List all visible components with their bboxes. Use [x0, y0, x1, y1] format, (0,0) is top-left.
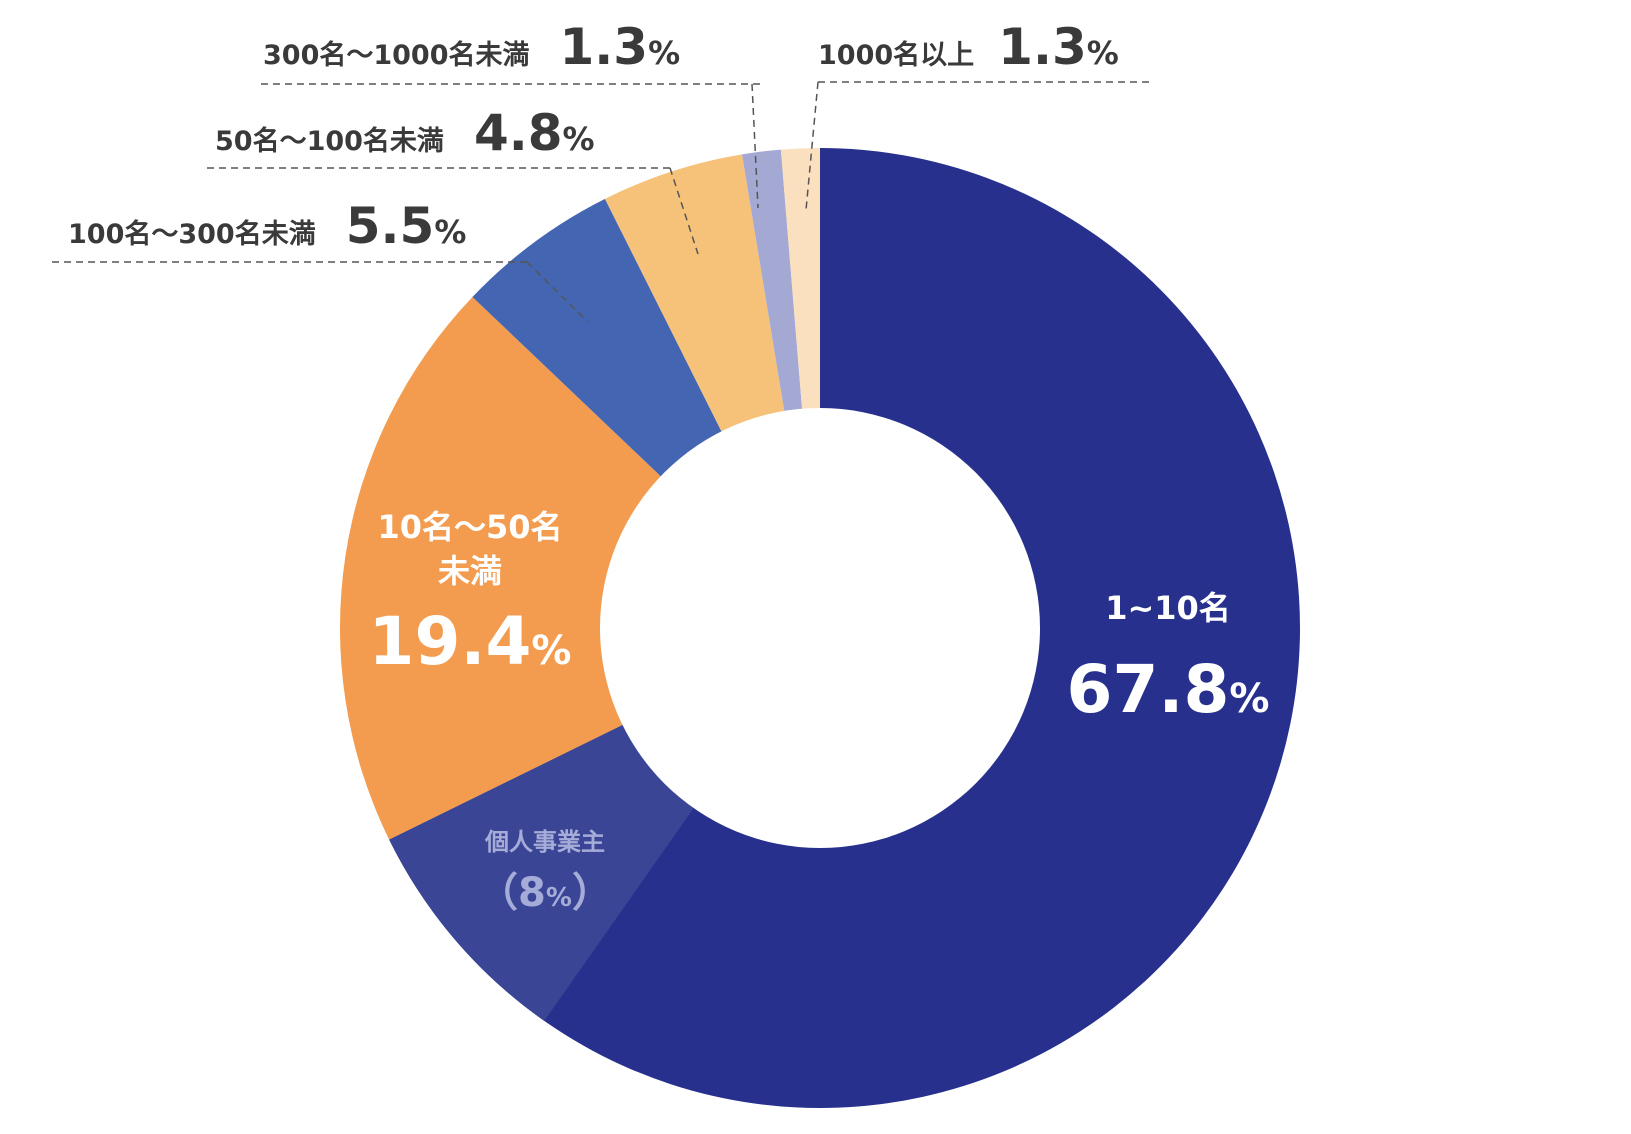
label-sole-proprietor-name: 個人事業主 [484, 828, 605, 856]
leader-line-300-1000 [260, 83, 760, 209]
slice-1 [339, 296, 820, 840]
label-sole-proprietor-number: 8 [518, 870, 546, 916]
label-1000-plus-percent: % [1087, 34, 1119, 72]
label-300-1000-percent: % [648, 34, 680, 72]
label-50-100-value: 4.8 [474, 104, 563, 162]
label-100-300: 100名～300名未満 5.5% [68, 197, 466, 255]
label-sole-proprietor-open: （ [478, 870, 518, 916]
label-100-300-value: 5.5 [346, 197, 435, 255]
label-1-10-name: 1~10名 [1105, 589, 1231, 627]
label-10-50-name-line2: 未満 [438, 552, 502, 590]
leader-lines [52, 81, 1153, 323]
donut-hole [600, 408, 1040, 848]
leader-line-100-300 [52, 261, 589, 323]
label-50-100: 50名～100名未満 4.8% [215, 104, 595, 162]
label-50-100-name: 50名～100名未満 [215, 125, 444, 157]
label-1-10-percent: % [1229, 676, 1269, 722]
label-1000-plus-name: 1000名以上 [818, 39, 974, 71]
leader-line-1000-plus [805, 81, 1153, 211]
label-300-1000-value: 1.3 [560, 18, 649, 76]
label-10-50-percent: % [531, 628, 571, 674]
label-1000-plus-value: 1.3 [998, 18, 1087, 76]
label-10-50-name-line1: 10名～50名 [377, 508, 562, 546]
label-10-50-value-number: 19.4 [369, 603, 532, 680]
leader-line-50-100 [205, 167, 699, 255]
label-100-300-name: 100名～300名未満 [68, 218, 316, 250]
label-1-10-value: 67.8% [1067, 651, 1270, 728]
label-sole-proprietor-value: （8%） [478, 870, 612, 916]
label-sole-proprietor-percent: % [546, 883, 572, 913]
label-300-1000-name: 300名～1000名未満 [263, 39, 530, 71]
label-sole-proprietor-close: ） [572, 870, 612, 916]
label-50-100-percent: % [563, 120, 595, 158]
label-1-10-value-number: 67.8 [1067, 651, 1230, 728]
label-1000-plus: 1000名以上 1.3% [818, 18, 1119, 76]
label-100-300-percent: % [434, 213, 466, 251]
label-300-1000: 300名～1000名未満 1.3% [263, 18, 680, 76]
label-10-50-value: 19.4% [369, 603, 572, 680]
